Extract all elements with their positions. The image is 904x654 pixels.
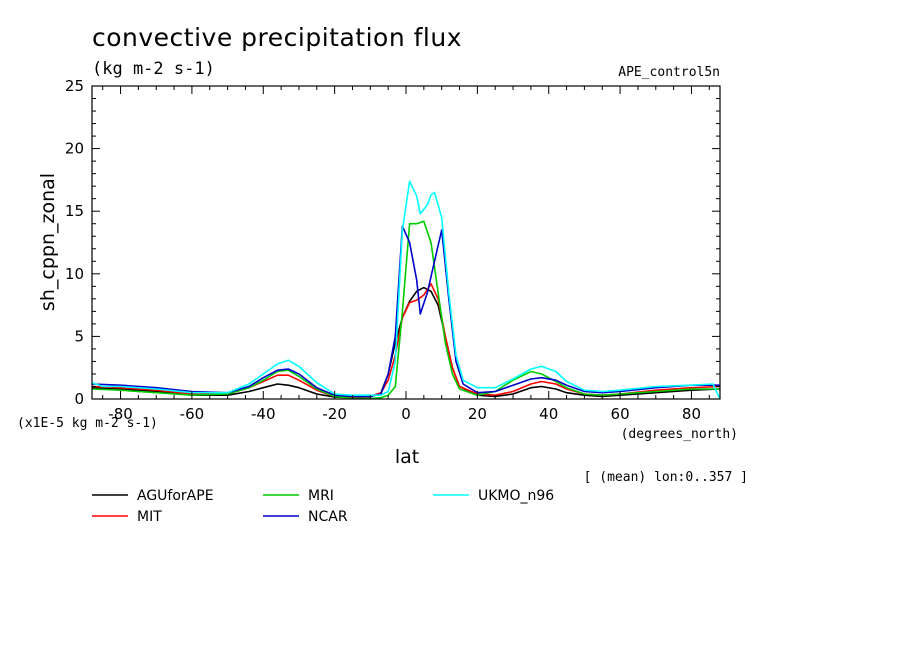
- legend-label-aguforape: AGUforAPE: [137, 488, 214, 504]
- y-tick-label: 5: [74, 327, 84, 345]
- y-tick-label: 25: [65, 77, 84, 95]
- legend: AGUforAPE MIT MRI NCAR UKMO_n96: [92, 488, 554, 525]
- y-tick-label: 20: [65, 140, 84, 158]
- x-tick-label: 0: [401, 405, 411, 423]
- x-tick-label: -60: [180, 405, 205, 423]
- y-tick-label: 15: [65, 202, 84, 220]
- x-tick-label: 40: [539, 405, 558, 423]
- experiment-label: APE_control5n: [618, 65, 720, 80]
- y-scale-note: (x1E-5 kg m-2 s-1): [17, 416, 158, 431]
- axes: -80 -60 -40 -20 0 20 40 60 80 0 5 10 15 20 25: [65, 77, 721, 423]
- y-axis-label: sh_cppn_zonal: [37, 173, 59, 311]
- y-tick-label: 0: [74, 390, 84, 408]
- series-line-ncar: [91, 225, 720, 398]
- x-tick-label: -80: [108, 405, 133, 423]
- plot-frame: [91, 85, 721, 400]
- x-tick-label: -40: [251, 405, 276, 423]
- legend-label-mri: MRI: [308, 488, 334, 504]
- chart-units: (kg m-2 s-1): [92, 59, 215, 79]
- averaging-note: [ (mean) lon:0..357 ]: [584, 470, 748, 485]
- x-tick-label: 20: [468, 405, 487, 423]
- x-tick-label: 60: [611, 405, 630, 423]
- series-line-mri: [91, 220, 720, 399]
- x-axis-units: (degrees_north): [621, 427, 738, 442]
- series-line-ukmo_n96: [91, 180, 721, 399]
- chart-title: convective precipitation flux: [92, 23, 462, 52]
- x-tick-label: -20: [322, 405, 347, 423]
- x-tick-label: 80: [682, 405, 701, 423]
- plot-area: [91, 180, 721, 399]
- x-axis-label: lat: [395, 446, 419, 468]
- series-line-aguforape: [91, 286, 721, 399]
- legend-label-mit: MIT: [137, 509, 162, 525]
- legend-label-ukmo_n96: UKMO_n96: [478, 488, 554, 504]
- y-tick-label: 10: [65, 265, 84, 283]
- series-line-mit: [91, 283, 721, 399]
- legend-label-ncar: NCAR: [308, 509, 348, 525]
